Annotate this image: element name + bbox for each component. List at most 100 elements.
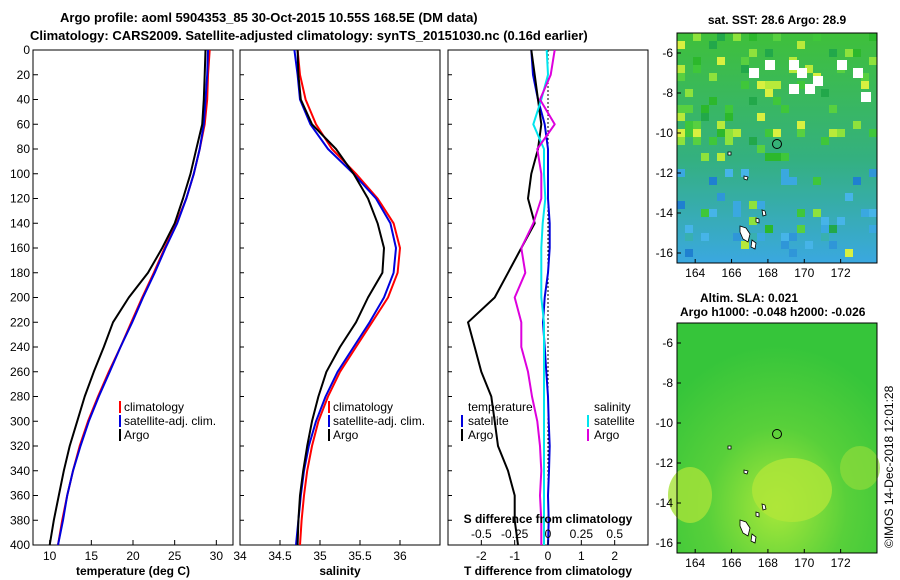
- sst-cell: [701, 105, 709, 113]
- sst-cell: [701, 113, 709, 121]
- legend-s-argo: Argo: [594, 428, 620, 442]
- temperature-series: [48, 50, 211, 545]
- x-tick-label: 164: [685, 556, 705, 570]
- sst-cell: [709, 97, 717, 105]
- island: [727, 445, 732, 450]
- sst-cell: [677, 65, 685, 73]
- sst-cell: [685, 121, 693, 129]
- salinity-series: [293, 50, 401, 545]
- s-difference-ticks: -0.5 -0.25 0 0.25 0.5: [471, 527, 623, 541]
- x-tick-label: 172: [831, 556, 851, 570]
- sla-map-subtitle: Argo h1000: -0.048 h2000: -0.026: [680, 305, 866, 319]
- sst-cell: [733, 209, 741, 217]
- legend-argo: Argo: [124, 428, 150, 442]
- sst-cell: [749, 137, 757, 145]
- sst-cell: [717, 33, 725, 41]
- sst-cell: [797, 225, 805, 233]
- sst-cell: [725, 137, 733, 145]
- sst-cell: [781, 169, 789, 177]
- x-tick-label: -2: [476, 549, 487, 563]
- x-tick-label: 170: [794, 556, 814, 570]
- y-tick-label: -6: [662, 336, 673, 350]
- x-tick-label: 15: [85, 549, 99, 563]
- sst-cell: [765, 89, 773, 97]
- y-tick-label: -6: [662, 46, 673, 60]
- island: [750, 533, 757, 544]
- sst-cell: [749, 201, 757, 209]
- series-line-argo: [296, 50, 385, 545]
- sst-cell: [797, 81, 805, 89]
- sla-islands: [727, 445, 767, 544]
- y-tick-label: -14: [656, 206, 674, 220]
- island: [743, 469, 749, 475]
- sst-cell: [717, 153, 725, 161]
- sst-cell: [821, 137, 829, 145]
- sst-cell: [749, 217, 757, 225]
- sst-cell: [765, 153, 773, 161]
- sst-cell: [749, 49, 757, 57]
- y-tick-label: 20: [17, 68, 31, 82]
- argo-location-marker: [772, 139, 782, 149]
- x-tick-label: 34.5: [268, 549, 292, 563]
- sst-cell: [837, 129, 845, 137]
- y-tick-label: -16: [656, 536, 674, 550]
- sst-cell: [685, 89, 693, 97]
- sst-cell: [733, 233, 741, 241]
- sst-cell: [869, 57, 877, 65]
- sst-cell: [757, 145, 765, 153]
- legend-satellite: satellite-adj. clim.: [124, 414, 216, 428]
- sst-cell: [773, 153, 781, 161]
- x-tick-label: -1: [509, 549, 520, 563]
- series-line-satellite-adj-clim-: [57, 50, 209, 545]
- x-tick-label: 170: [794, 266, 814, 280]
- sst-cell: [789, 249, 797, 257]
- s-tick-label: 0.25: [570, 527, 594, 541]
- sst-cell: [733, 33, 741, 41]
- temperature-panel: 10 15 20 25 30020406080100120140160180200220…: [10, 43, 234, 578]
- sst-no-data-cell: [789, 60, 799, 70]
- sst-cell: [741, 57, 749, 65]
- difference-legend: temperature satellite Argo salinity sate…: [461, 400, 635, 442]
- sst-cell: [781, 105, 789, 113]
- sst-cell: [693, 121, 701, 129]
- y-tick-label: 260: [10, 365, 30, 379]
- sst-cell: [797, 129, 805, 137]
- sst-cell: [797, 121, 805, 129]
- sst-cell: [693, 33, 701, 41]
- island: [739, 225, 751, 243]
- sst-cell: [765, 129, 773, 137]
- y-tick-label: 140: [10, 216, 30, 230]
- sst-cell: [861, 209, 869, 217]
- sst-cell: [869, 209, 877, 217]
- sst-cell: [693, 57, 701, 65]
- sst-cell: [869, 169, 877, 177]
- sst-cell: [749, 33, 757, 41]
- sst-cell: [757, 81, 765, 89]
- difference-series: [467, 50, 556, 545]
- argo-location-marker: [772, 429, 782, 439]
- y-tick-label: 220: [10, 315, 30, 329]
- sst-cell: [805, 241, 813, 249]
- series-line-s-satellite: [532, 50, 549, 545]
- y-tick-label: 400: [10, 538, 30, 552]
- sst-cell: [781, 153, 789, 161]
- sst-cell: [685, 129, 693, 137]
- title-line-2: Climatology: CARS2009. Satellite-adjuste…: [30, 28, 588, 43]
- sst-cell: [709, 41, 717, 49]
- sst-cell: [829, 241, 837, 249]
- sst-cell: [685, 233, 693, 241]
- sst-cell: [773, 81, 781, 89]
- sst-cell: [717, 129, 725, 137]
- sst-cell: [725, 105, 733, 113]
- sst-cell: [693, 137, 701, 145]
- sst-cell: [845, 193, 853, 201]
- sst-cell: [853, 177, 861, 185]
- island: [761, 209, 767, 217]
- sst-cell: [733, 129, 741, 137]
- sst-cell: [725, 169, 733, 177]
- series-line-argo: [48, 50, 207, 545]
- s-tick-label: -0.25: [501, 527, 529, 541]
- sst-cell: [821, 217, 829, 225]
- sst-cell: [797, 209, 805, 217]
